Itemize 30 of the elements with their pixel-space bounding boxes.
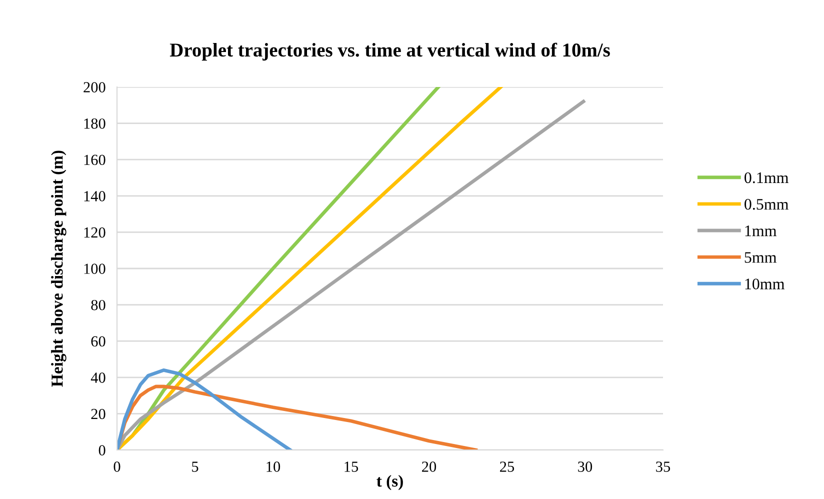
y-tick-label: 140 — [84, 191, 106, 202]
x-tick-label: 25 — [500, 462, 514, 472]
y-tick-label: 180 — [84, 118, 106, 129]
y-tick-label: 200 — [84, 82, 106, 92]
line-series — [117, 100, 586, 450]
y-axis-title: Height above discharge point (m) — [51, 150, 66, 387]
y-tick-label: 80 — [91, 300, 106, 310]
y-tick-label: 160 — [84, 154, 106, 166]
y-tick-label: 40 — [90, 372, 106, 383]
legend-label: 0.1mm — [744, 172, 788, 184]
chart-title: Droplet trajectories vs. time at vertical wind of 10m/s — [170, 42, 610, 61]
line-series — [117, 368, 292, 450]
x-tick-label: 15 — [344, 462, 358, 472]
y-tick-label: 60 — [91, 336, 106, 347]
y-tick-label: 0 — [98, 445, 106, 456]
x-tick-label: 20 — [422, 462, 436, 472]
y-tick-label: 100 — [84, 264, 106, 274]
x-tick-label: 5 — [192, 462, 198, 472]
legend-label: 10mm — [745, 278, 785, 290]
x-tick-label: 0 — [114, 462, 120, 472]
legend-label: 1mm — [745, 226, 777, 236]
y-tick-label: 120 — [84, 227, 106, 238]
x-tick-label: 35 — [656, 462, 670, 472]
legend-label: 5mm — [744, 252, 777, 263]
y-tick-label: 20 — [91, 408, 106, 420]
legend-label: 0.5mm — [744, 198, 788, 210]
x-tick-label: 30 — [578, 462, 592, 472]
x-axis-title: t (s) — [376, 474, 403, 490]
line-series — [117, 384, 478, 450]
x-tick-label: 10 — [266, 462, 280, 472]
